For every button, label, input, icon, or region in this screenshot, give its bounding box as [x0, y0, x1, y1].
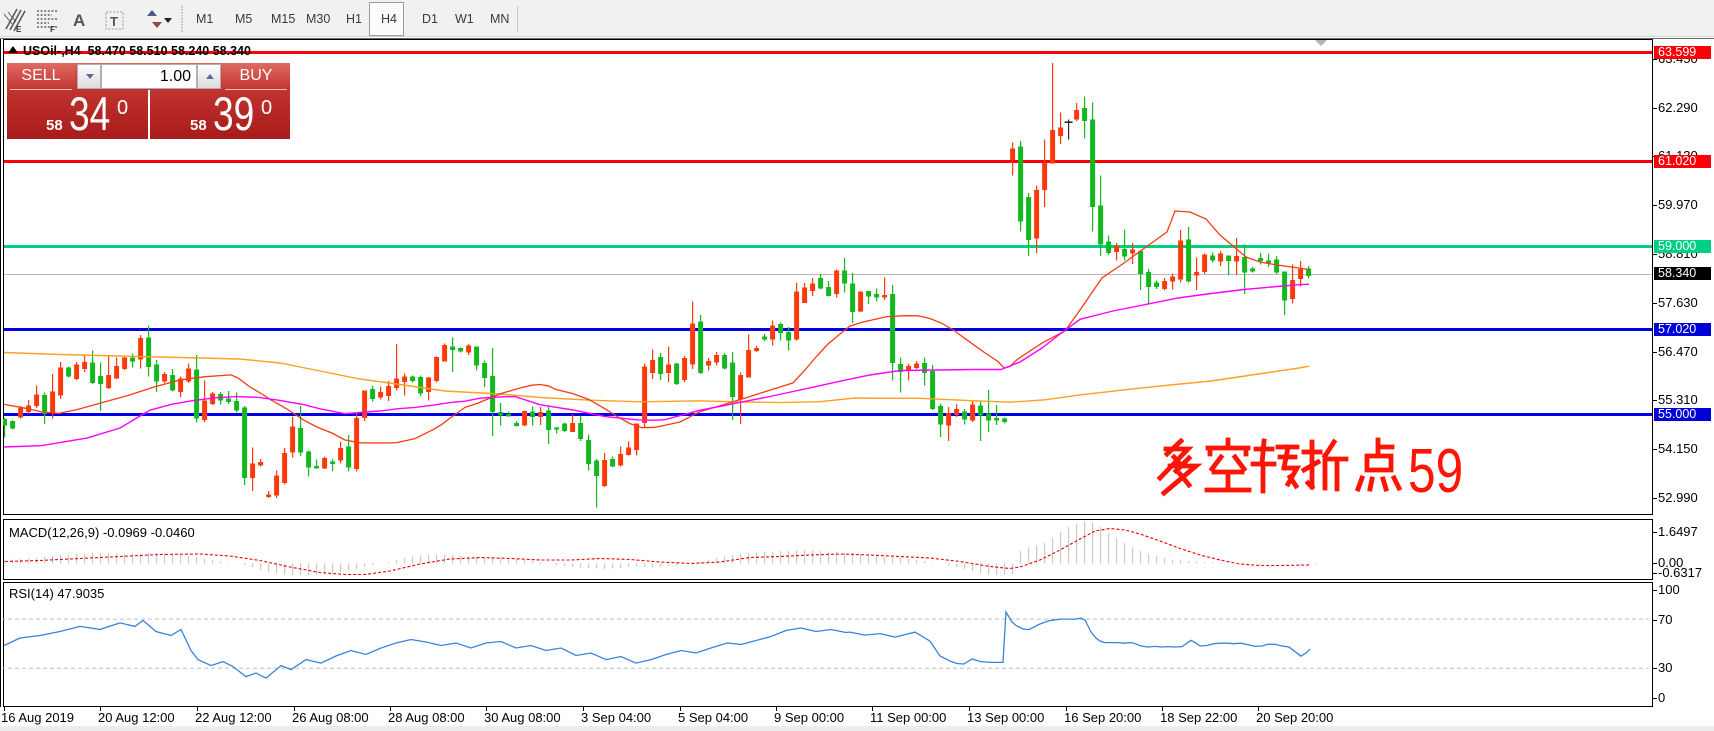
- svg-text:E: E: [16, 25, 22, 34]
- svg-text:59: 59: [1408, 436, 1463, 506]
- svg-text:A: A: [73, 11, 85, 30]
- svg-text:T: T: [110, 14, 118, 29]
- svg-text:F: F: [50, 25, 55, 34]
